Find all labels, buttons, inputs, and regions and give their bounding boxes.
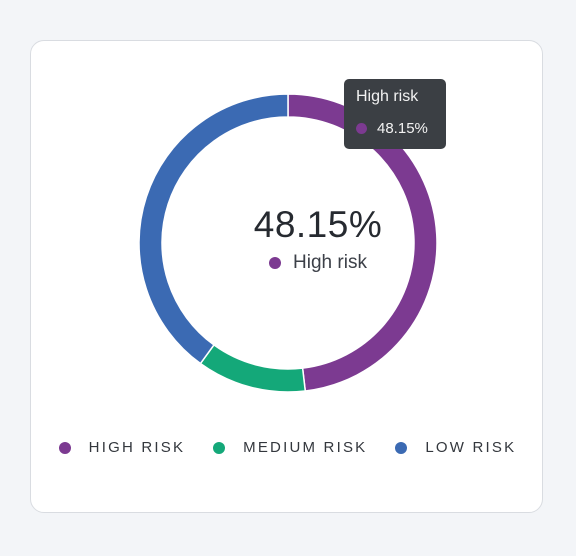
center-label: High risk bbox=[218, 252, 418, 274]
legend-label-high-risk: HIGH RISK bbox=[88, 439, 186, 456]
legend-item-high-risk[interactable]: HIGH RISK bbox=[58, 439, 186, 456]
chart-card: 48.15% High risk High risk 48.15% HIGH R… bbox=[30, 40, 543, 513]
chart-tooltip: High risk 48.15% bbox=[344, 79, 446, 149]
legend-dot-low-risk bbox=[395, 441, 408, 454]
center-label-dot bbox=[269, 257, 282, 269]
legend-label-low-risk: LOW RISK bbox=[425, 439, 517, 456]
tooltip-value: 48.15% bbox=[377, 120, 428, 137]
legend-item-low-risk[interactable]: LOW RISK bbox=[395, 439, 516, 456]
legend-item-medium-risk[interactable]: MEDIUM RISK bbox=[213, 439, 367, 456]
center-value: 48.15% bbox=[253, 204, 383, 245]
chart-legend: HIGH RISK MEDIUM RISK LOW RISK bbox=[31, 439, 544, 456]
center-label-text: High risk bbox=[293, 252, 367, 273]
tooltip-dot bbox=[356, 123, 367, 134]
legend-label-medium-risk: MEDIUM RISK bbox=[243, 439, 368, 456]
legend-dot-high-risk bbox=[58, 441, 71, 454]
tooltip-value-row: 48.15% bbox=[356, 120, 428, 137]
slice-medium-risk[interactable] bbox=[199, 343, 307, 393]
slice-low-risk[interactable] bbox=[138, 93, 289, 365]
legend-dot-medium-risk bbox=[213, 441, 226, 454]
donut-chart bbox=[138, 93, 438, 393]
tooltip-title: High risk bbox=[356, 88, 419, 105]
